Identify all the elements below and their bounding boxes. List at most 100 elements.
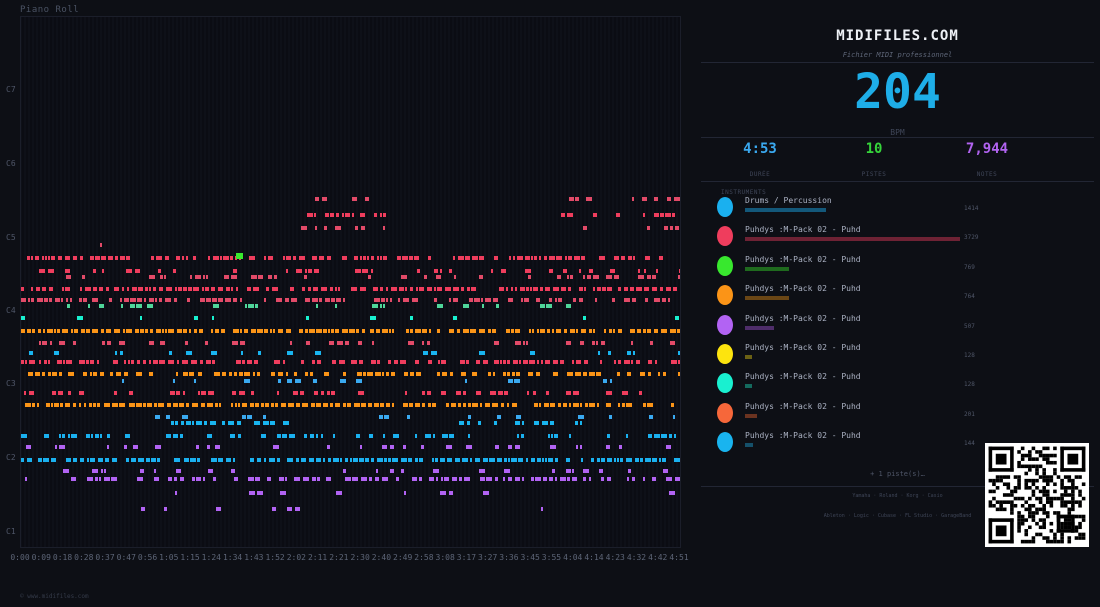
midi-note: [521, 298, 523, 302]
midi-note: [500, 360, 502, 364]
midi-note: [394, 360, 398, 364]
qr-module: [1060, 525, 1064, 530]
midi-note: [607, 434, 610, 438]
qr-module: [995, 525, 1007, 537]
qr-module: [1038, 525, 1043, 530]
midi-note: [159, 298, 162, 302]
midi-note: [654, 213, 659, 217]
qr-module: [1024, 486, 1029, 490]
midi-note: [390, 298, 392, 302]
midi-note: [68, 391, 71, 395]
midi-note: [218, 298, 223, 302]
midi-note: [120, 256, 125, 260]
midi-note: [361, 403, 366, 407]
midi-note: [511, 287, 513, 291]
midi-note: [404, 491, 406, 495]
instrument-row[interactable]: Puhdys :M-Pack 02 - Puhd 764: [716, 283, 986, 311]
midi-note: [529, 360, 535, 364]
midi-note: [671, 403, 674, 407]
instrument-row[interactable]: Puhdys :M-Pack 02 - Puhd 507: [716, 313, 986, 341]
more-tracks-link[interactable]: + 1 piste(s)…: [870, 470, 925, 478]
instrument-color-dot: [717, 373, 733, 394]
qr-module: [1063, 486, 1068, 490]
midi-note: [453, 316, 457, 320]
midi-note: [278, 372, 283, 376]
midi-note: [388, 360, 391, 364]
midi-note: [492, 329, 496, 333]
instrument-row[interactable]: Puhdys :M-Pack 02 - Puhd 128: [716, 371, 986, 399]
qr-module: [1017, 460, 1021, 465]
midi-note: [357, 372, 362, 376]
instrument-row[interactable]: Drums / Percussion 1414: [716, 195, 986, 223]
qr-module: [1038, 489, 1043, 494]
midi-note: [453, 287, 459, 291]
midi-note: [190, 458, 196, 462]
midi-note: [494, 341, 499, 345]
qr-module: [1063, 500, 1068, 504]
midi-note: [21, 298, 26, 302]
instrument-note-bar: [745, 208, 827, 212]
midi-note: [638, 269, 640, 273]
midi-note: [534, 256, 537, 260]
qr-module: [1024, 453, 1029, 458]
midi-note: [21, 316, 25, 320]
midi-note: [427, 287, 432, 291]
midi-note: [269, 458, 275, 462]
midi-note: [85, 287, 91, 291]
midi-note: [149, 372, 153, 376]
midi-note: [120, 298, 122, 302]
midi-note: [415, 360, 419, 364]
midi-note: [155, 415, 160, 419]
midi-note: [652, 275, 656, 279]
qr-module: [1020, 457, 1025, 461]
qr-code[interactable]: [985, 443, 1089, 547]
midi-note: [677, 329, 680, 333]
midi-note: [356, 434, 360, 438]
midi-note: [403, 445, 406, 449]
instrument-note-count: 201: [964, 410, 975, 418]
midi-note: [158, 403, 164, 407]
instrument-row[interactable]: Puhdys :M-Pack 02 - Puhd 144: [716, 430, 986, 458]
midi-note: [573, 403, 579, 407]
midi-note: [539, 403, 541, 407]
midi-note: [25, 360, 27, 364]
midi-note: [116, 372, 121, 376]
qr-module: [1049, 460, 1054, 465]
time-tick: 0:09: [31, 553, 51, 562]
midi-note: [371, 269, 373, 273]
midi-note: [52, 372, 57, 376]
midi-note: [361, 226, 365, 230]
qr-module: [1038, 496, 1043, 501]
midi-note: [193, 256, 196, 260]
midi-note: [419, 477, 422, 481]
midi-note: [557, 275, 561, 279]
qr-module: [999, 503, 1003, 508]
midi-note: [159, 360, 165, 364]
midi-note: [149, 298, 154, 302]
midi-note: [21, 434, 27, 438]
qr-module: [1049, 478, 1054, 483]
qr-module: [1071, 500, 1075, 504]
midi-note: [173, 434, 178, 438]
qr-module: [1053, 511, 1057, 515]
qr-module: [988, 518, 993, 544]
instrument-row[interactable]: Puhdys :M-Pack 02 - Puhd 3729: [716, 224, 986, 252]
instrument-row[interactable]: Puhdys :M-Pack 02 - Puhd 201: [716, 401, 986, 429]
midi-note: [31, 298, 34, 302]
qr-module: [1031, 457, 1036, 461]
midi-note: [171, 421, 174, 425]
octave-label: C6: [6, 159, 16, 168]
midi-note: [93, 403, 96, 407]
qr-module: [1060, 468, 1086, 472]
midi-note: [561, 287, 566, 291]
midi-note: [57, 329, 60, 333]
instrument-row[interactable]: Puhdys :M-Pack 02 - Puhd 128: [716, 342, 986, 370]
piano-roll[interactable]: [20, 16, 681, 548]
midi-note: [51, 256, 55, 260]
midi-note: [21, 329, 25, 333]
midi-note: [659, 256, 663, 260]
instrument-row[interactable]: Puhdys :M-Pack 02 - Puhd 769: [716, 254, 986, 282]
midi-note: [359, 458, 364, 462]
qr-module: [1035, 486, 1039, 490]
midi-note: [362, 329, 365, 333]
